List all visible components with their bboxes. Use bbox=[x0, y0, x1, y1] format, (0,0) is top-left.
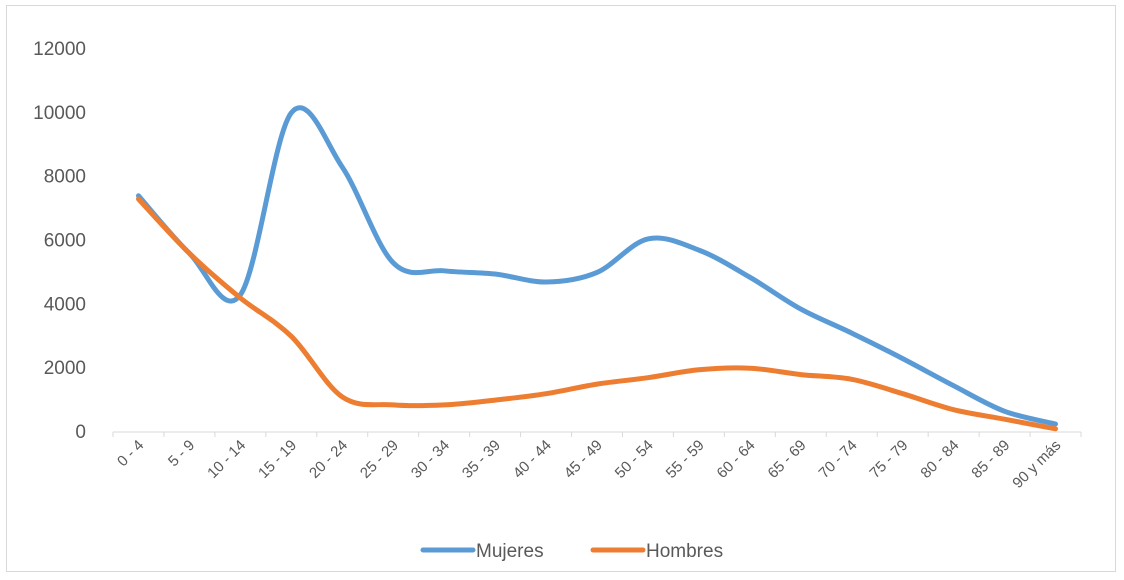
x-tick-label: 80 - 84 bbox=[917, 437, 962, 482]
x-axis bbox=[112, 431, 1082, 437]
y-tick-label: 8000 bbox=[44, 167, 86, 188]
line-chart: 0 2000 4000 6000 8000 10000 12000 0 - 4 5 - 9 10… bbox=[33, 39, 1082, 562]
legend-label-hombres: Hombres bbox=[646, 541, 723, 562]
legend-label-mujeres: Mujeres bbox=[476, 541, 544, 562]
x-tick-label: 20 - 24 bbox=[306, 437, 351, 482]
x-tick-label: 90 y más bbox=[1009, 437, 1064, 492]
series-line-hombres bbox=[136, 196, 1058, 432]
x-tick-label: 85 - 89 bbox=[968, 437, 1013, 482]
series-lines bbox=[136, 105, 1058, 432]
y-axis-ticks: 0 2000 4000 6000 8000 10000 12000 bbox=[33, 39, 86, 443]
x-tick-label: 25 - 29 bbox=[357, 437, 402, 482]
y-tick-label: 12000 bbox=[33, 39, 86, 60]
y-tick-label: 4000 bbox=[44, 294, 86, 315]
x-axis-ticks: 0 - 4 5 - 9 10 - 14 15 - 19 20 - 24 25 - 29 30… bbox=[114, 437, 1064, 492]
y-tick-label: 0 bbox=[75, 422, 86, 443]
x-tick-label: 50 - 54 bbox=[612, 437, 657, 482]
x-tick-label: 60 - 64 bbox=[714, 437, 759, 482]
y-tick-label: 6000 bbox=[44, 231, 86, 252]
x-tick-label: 35 - 39 bbox=[459, 437, 504, 482]
y-tick-label: 10000 bbox=[33, 103, 86, 124]
x-tick-label: 65 - 69 bbox=[765, 437, 810, 482]
x-tick-label: 75 - 79 bbox=[866, 437, 911, 482]
legend: Mujeres Hombres bbox=[420, 541, 723, 562]
x-tick-label: 5 - 9 bbox=[165, 437, 198, 470]
series-line-mujeres bbox=[136, 105, 1058, 427]
y-tick-label: 2000 bbox=[44, 358, 86, 379]
x-tick-label: 40 - 44 bbox=[510, 437, 555, 482]
x-tick-label: 30 - 34 bbox=[408, 437, 453, 482]
x-tick-label: 55 - 59 bbox=[663, 437, 708, 482]
x-tick-label: 0 - 4 bbox=[114, 437, 147, 470]
x-tick-label: 45 - 49 bbox=[561, 437, 606, 482]
x-tick-label: 70 - 74 bbox=[816, 437, 861, 482]
chart-area: 0 2000 4000 6000 8000 10000 12000 0 - 4 5 - 9 10… bbox=[6, 5, 1116, 572]
x-tick-label: 15 - 19 bbox=[255, 437, 300, 482]
x-tick-label: 10 - 14 bbox=[204, 437, 249, 482]
